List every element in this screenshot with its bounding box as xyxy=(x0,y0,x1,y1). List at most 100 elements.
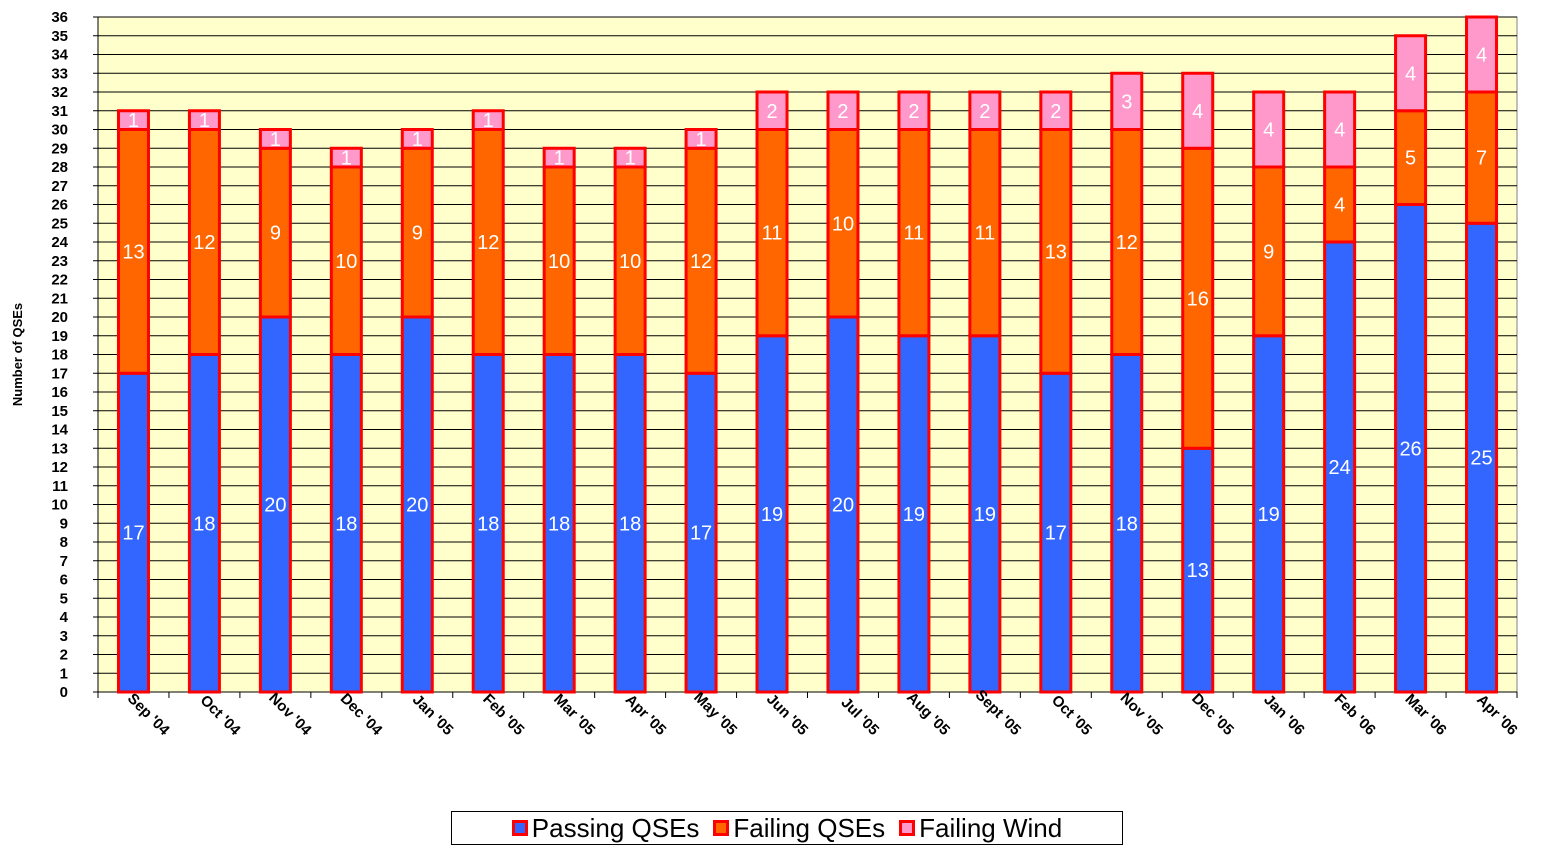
bar-value-label: 5 xyxy=(1405,148,1416,170)
bar-wind xyxy=(613,146,647,169)
y-tick-label: 30 xyxy=(51,122,68,139)
y-tick-label: 26 xyxy=(51,197,68,214)
y-axis-title: Number of QSEs xyxy=(10,303,25,406)
bar-passing xyxy=(400,315,434,694)
y-tick-label: 29 xyxy=(51,140,68,157)
y-tick-label: 25 xyxy=(51,215,68,232)
bar-value-label: 10 xyxy=(548,251,570,273)
y-tick-label: 28 xyxy=(51,159,68,176)
bar-wind xyxy=(755,90,789,131)
bar-value-label: 4 xyxy=(1334,195,1345,217)
bar-value-label: 4 xyxy=(1192,101,1203,123)
bar-value-label: 4 xyxy=(1334,120,1345,142)
bar-value-label: 13 xyxy=(122,241,144,263)
x-tick-label: Dec '05 xyxy=(1188,690,1237,739)
y-tick-label: 12 xyxy=(51,459,68,476)
x-tick-label: Apr '05 xyxy=(622,691,670,739)
bar-value-label: 10 xyxy=(335,251,357,273)
bar-value-label: 13 xyxy=(1187,560,1209,582)
x-tick-label: Dec '04 xyxy=(337,690,386,739)
bar-value-label: 26 xyxy=(1399,438,1421,460)
x-tick-label: Mar '06 xyxy=(1402,691,1450,739)
bar-value-label: 2 xyxy=(1050,101,1061,123)
bar-value-label: 4 xyxy=(1263,120,1274,142)
legend-swatch-failing xyxy=(713,820,730,836)
bar-passing xyxy=(1252,334,1286,694)
bar-value-label: 20 xyxy=(264,495,286,517)
y-tick-label: 20 xyxy=(51,309,68,326)
y-tick-label: 22 xyxy=(51,272,68,289)
bar-value-label: 2 xyxy=(766,101,777,123)
bar-value-label: 18 xyxy=(619,513,641,535)
bar-wind xyxy=(1252,90,1286,169)
y-tick-label: 5 xyxy=(60,590,68,607)
bar-value-label: 1 xyxy=(554,148,565,170)
y-tick-label: 32 xyxy=(51,84,68,101)
y-tick-label: 3 xyxy=(60,628,68,645)
legend-label-failing: Failing QSEs xyxy=(733,812,886,843)
y-tick-label: 14 xyxy=(51,422,68,439)
y-tick-label: 34 xyxy=(51,47,68,64)
bar-value-label: 13 xyxy=(1045,241,1067,263)
bar-value-label: 24 xyxy=(1329,457,1351,479)
legend-swatch-passing xyxy=(511,820,528,836)
bar-value-label: 1 xyxy=(412,129,423,151)
y-tick-label: 21 xyxy=(51,290,68,307)
y-tick-label: 18 xyxy=(51,347,68,364)
bar-value-label: 10 xyxy=(619,251,641,273)
y-tick-label: 33 xyxy=(51,65,68,82)
bar-value-label: 11 xyxy=(974,223,995,245)
bar-value-label: 12 xyxy=(477,232,499,254)
bar-value-label: 1 xyxy=(270,129,281,151)
y-tick-label: 23 xyxy=(51,253,68,270)
bar-value-label: 18 xyxy=(335,513,357,535)
y-tick-label: 35 xyxy=(51,28,68,45)
bar-passing xyxy=(1039,371,1073,694)
bar-wind xyxy=(1465,15,1499,94)
legend-item-wind: Failing Wind xyxy=(899,813,1062,844)
bar-wind xyxy=(471,109,505,131)
bar-value-label: 18 xyxy=(1116,513,1138,535)
bar-wind xyxy=(258,128,292,150)
bar-value-label: 9 xyxy=(412,223,423,245)
bar-passing xyxy=(968,334,1002,694)
x-tick-label: Aug '05 xyxy=(903,689,953,739)
bar-failing xyxy=(1110,128,1144,356)
bar-wind xyxy=(187,109,221,131)
x-tick-label: Sept '05 xyxy=(972,687,1024,739)
bar-value-label: 4 xyxy=(1476,45,1487,67)
bar-failing xyxy=(258,146,292,319)
y-tick-label: 2 xyxy=(60,647,68,664)
y-tick-label: 27 xyxy=(51,178,68,195)
bar-passing xyxy=(1465,221,1499,694)
bar-wind xyxy=(968,90,1002,131)
y-tick-label: 4 xyxy=(60,609,69,626)
bar-value-label: 18 xyxy=(548,513,570,535)
y-tick-label: 17 xyxy=(51,365,68,382)
bar-value-label: 25 xyxy=(1470,448,1492,470)
bar-value-label: 7 xyxy=(1476,148,1487,170)
legend: Passing QSEs Failing QSEs Failing Wind xyxy=(451,811,1123,845)
bar-value-label: 20 xyxy=(832,495,854,517)
bar-value-label: 4 xyxy=(1405,63,1416,85)
bar-failing xyxy=(1181,146,1215,450)
y-tick-label: 6 xyxy=(60,572,68,589)
bar-failing xyxy=(826,128,860,319)
y-tick-label: 16 xyxy=(51,384,68,401)
bar-passing xyxy=(471,353,505,694)
x-tick-label: Nov '05 xyxy=(1117,689,1166,738)
bar-wind xyxy=(897,90,931,131)
y-tick-label: 9 xyxy=(60,515,68,532)
x-tick-label: Oct '04 xyxy=(197,692,244,739)
bar-value-label: 1 xyxy=(128,110,139,132)
bar-value-label: 2 xyxy=(837,101,848,123)
bar-wind xyxy=(826,90,860,131)
y-tick-label: 36 xyxy=(51,9,68,26)
bar-value-label: 2 xyxy=(908,101,919,123)
bar-value-label: 16 xyxy=(1187,288,1209,310)
bar-wind xyxy=(684,128,718,150)
bar-passing xyxy=(1394,203,1428,694)
bar-failing xyxy=(400,146,434,319)
